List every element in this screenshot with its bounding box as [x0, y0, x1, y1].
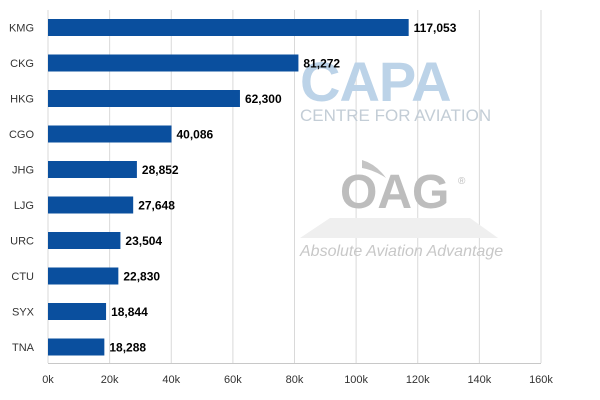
data-label: 62,300 [245, 92, 282, 106]
data-label: 18,844 [111, 305, 148, 319]
bar [48, 90, 240, 107]
capa-wordmark: CAPA [300, 50, 451, 113]
bar [48, 232, 121, 249]
x-tick-label: 100k [344, 374, 368, 386]
category-label: CTU [11, 271, 34, 283]
bar [48, 267, 119, 285]
data-label: 40,086 [177, 128, 214, 142]
oag-wordmark: OAG [340, 166, 449, 219]
data-label: 22,830 [123, 270, 160, 284]
category-label: JHG [12, 165, 34, 177]
data-label: 23,504 [125, 234, 162, 248]
data-label: 81,272 [303, 57, 340, 71]
category-label: URC [10, 236, 34, 248]
x-tick-label: 20k [101, 374, 119, 386]
bar-layer [48, 19, 409, 356]
oag-tagline: Absolute Aviation Advantage [299, 243, 503, 260]
x-tick-label: 140k [467, 374, 491, 386]
category-label: CGO [9, 129, 35, 141]
x-tick-label: 0k [42, 374, 54, 386]
bar [48, 125, 172, 143]
bar [48, 54, 299, 72]
label-layer: 0k 20k 40k 60k 80k 100k 120k 140k 160k KMG 117,053… [9, 21, 553, 386]
category-label: TNA [12, 342, 35, 354]
x-tick-label: 60k [224, 374, 242, 386]
bar [48, 303, 107, 320]
category-label: SYX [12, 307, 35, 319]
x-tick-label: 120k [406, 374, 430, 386]
x-tick-label: 160k [529, 374, 553, 386]
category-label: KMG [9, 23, 34, 35]
oag-reflection-shape [300, 218, 498, 238]
data-label: 27,648 [138, 199, 175, 213]
data-label: 117,053 [414, 21, 457, 35]
oag-watermark: OAG ® Absolute Aviation Advantage [299, 160, 503, 260]
x-tick-label: 40k [162, 374, 180, 386]
capa-watermark: CAPA CENTRE FOR AVIATION [300, 50, 491, 125]
bar [48, 338, 105, 356]
category-label: CKG [10, 58, 34, 70]
category-label: HKG [10, 94, 34, 106]
oag-swoosh-icon [362, 160, 386, 178]
data-label: 28,852 [142, 163, 179, 177]
data-label: 18,288 [109, 341, 146, 355]
x-tick-label: 80k [286, 374, 304, 386]
capa-subline: CENTRE FOR AVIATION [300, 106, 491, 125]
category-label: LJG [14, 200, 34, 212]
watermark-layer: CAPA CENTRE FOR AVIATION OAG ® Absolute … [299, 50, 503, 260]
bar [48, 161, 137, 178]
bar [48, 196, 134, 214]
oag-registered-mark: ® [458, 176, 466, 187]
bar [48, 19, 409, 36]
